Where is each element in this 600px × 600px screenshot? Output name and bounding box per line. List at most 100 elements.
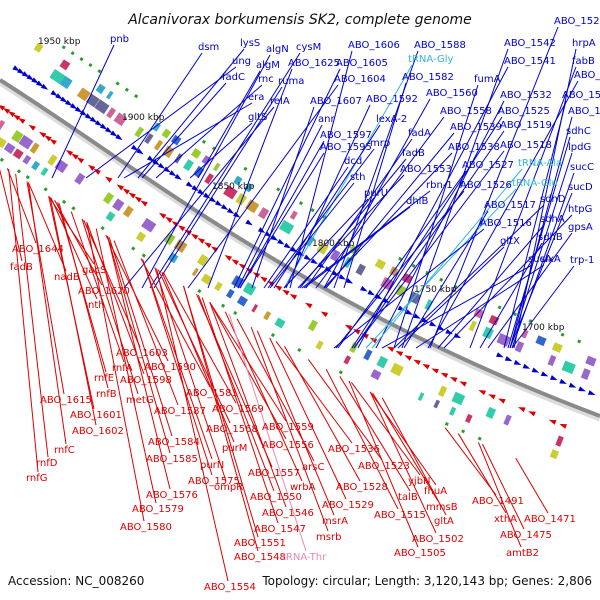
feature-block bbox=[220, 303, 226, 308]
label-line bbox=[8, 169, 39, 473]
feature-block bbox=[106, 107, 117, 119]
label-line bbox=[161, 271, 235, 443]
gene-arrow bbox=[105, 176, 113, 183]
gene-label: algM bbox=[256, 60, 280, 71]
label-line bbox=[123, 106, 275, 289]
gene-arrow bbox=[40, 83, 49, 90]
gene-label: ABO_1528 bbox=[336, 482, 388, 493]
label-line bbox=[27, 182, 67, 445]
gene-label: ABO_1502 bbox=[412, 534, 464, 545]
gene-arrow bbox=[568, 382, 577, 388]
gene-arrow bbox=[338, 274, 346, 280]
gene-arrow bbox=[185, 181, 194, 188]
gene-label: ABO_1584 bbox=[148, 437, 200, 448]
gene-label: ABO_1582 bbox=[402, 72, 454, 83]
feature-block bbox=[190, 148, 202, 159]
feature-block bbox=[201, 139, 206, 144]
gene-arrow bbox=[74, 106, 83, 113]
gene-label: ABO_1644 bbox=[12, 244, 64, 255]
gene-label: rnfD bbox=[36, 458, 58, 469]
gene-arrow bbox=[60, 96, 68, 103]
label-line bbox=[105, 234, 169, 362]
label-line bbox=[323, 98, 431, 289]
gene-label: ABO_1576 bbox=[146, 490, 198, 501]
gene-label: wrbA bbox=[290, 482, 316, 493]
gene-label: ABO_1606 bbox=[348, 40, 400, 51]
gene-label: rnfB bbox=[96, 389, 117, 400]
gene-arrow bbox=[320, 311, 329, 318]
label-lines bbox=[0, 26, 579, 582]
gene-arrow bbox=[69, 103, 78, 110]
label-line bbox=[209, 302, 287, 508]
gene-label: rnfC bbox=[54, 445, 75, 456]
gene-label: nth bbox=[88, 300, 105, 311]
gene-label: gacS bbox=[82, 265, 106, 276]
gene-label: ABO_1511 bbox=[562, 90, 600, 101]
label-line bbox=[283, 198, 369, 289]
gene-label: ABO_1550 bbox=[250, 492, 302, 503]
gene-arrow bbox=[353, 329, 361, 335]
feature-block bbox=[245, 199, 260, 214]
label-line bbox=[369, 391, 437, 534]
gene-arrow bbox=[65, 149, 74, 156]
gene-label: sdhA bbox=[540, 214, 565, 225]
label-line bbox=[0, 168, 23, 262]
gene-label: purU bbox=[364, 188, 388, 199]
feature-block bbox=[547, 354, 557, 367]
gene-label: ABO_1516 bbox=[480, 218, 532, 229]
label-line bbox=[251, 106, 315, 289]
gene-label: ABO_1569 bbox=[212, 404, 264, 415]
kbp-tick: 1900 kbp bbox=[122, 113, 165, 123]
feature-block bbox=[521, 329, 529, 339]
gene-arrow bbox=[17, 68, 25, 75]
gene-arrow bbox=[49, 138, 57, 145]
feature-block bbox=[47, 154, 58, 166]
gene-label: cysM bbox=[296, 42, 321, 53]
gene-label: lexA-2 bbox=[376, 114, 407, 125]
gene-arrow bbox=[540, 371, 549, 377]
feature-block bbox=[315, 340, 324, 350]
kbp-tick: 1800 kbp bbox=[312, 239, 355, 249]
feature-block bbox=[18, 134, 34, 150]
gene-arrow bbox=[397, 305, 406, 311]
gene-label: purN bbox=[200, 460, 224, 471]
gene-label: htpG bbox=[568, 204, 592, 215]
gene-label: fadC bbox=[222, 72, 245, 83]
gene-arrow bbox=[518, 407, 526, 413]
gene-label: ABO_1504 bbox=[568, 106, 600, 117]
label-line bbox=[503, 100, 567, 349]
kbp-tick: 1750 kbp bbox=[414, 285, 457, 295]
gene-arrow bbox=[496, 352, 504, 358]
gene-label: tRNA-Ala bbox=[518, 158, 562, 169]
gene-arrow bbox=[174, 173, 182, 180]
gene-label: ABO_1522 bbox=[554, 16, 600, 27]
feature-block bbox=[59, 59, 71, 71]
gene-label: dhlB bbox=[406, 196, 428, 207]
gene-arrow bbox=[26, 74, 34, 81]
gene-arrow bbox=[303, 254, 312, 261]
feature-block bbox=[488, 314, 500, 326]
gene-label: ABO_1560 bbox=[426, 88, 478, 99]
gene-arrow bbox=[528, 411, 536, 417]
feature-block bbox=[31, 160, 41, 171]
gene-label: ABO_1538 bbox=[448, 142, 500, 153]
gene-label: rnfG bbox=[26, 473, 48, 484]
gene-arrow bbox=[136, 148, 144, 155]
gene-arrow bbox=[224, 254, 233, 261]
gene-label: msrb bbox=[316, 532, 341, 543]
gene-label: tRNA-Gly bbox=[408, 54, 453, 65]
label-line bbox=[108, 237, 173, 437]
label-line bbox=[443, 214, 573, 349]
feature-block bbox=[257, 207, 270, 220]
feature-block bbox=[482, 326, 494, 340]
label-line bbox=[305, 138, 413, 289]
gene-label: ompR bbox=[214, 482, 243, 493]
label-line bbox=[429, 26, 559, 349]
gene-arrow bbox=[157, 162, 166, 169]
gene-arrow bbox=[158, 212, 167, 219]
gene-label: relA bbox=[270, 96, 290, 107]
gene-label: sth bbox=[350, 172, 365, 183]
gene-arrow bbox=[87, 164, 96, 171]
feature-block bbox=[76, 87, 91, 102]
gene-arrow bbox=[513, 359, 522, 365]
